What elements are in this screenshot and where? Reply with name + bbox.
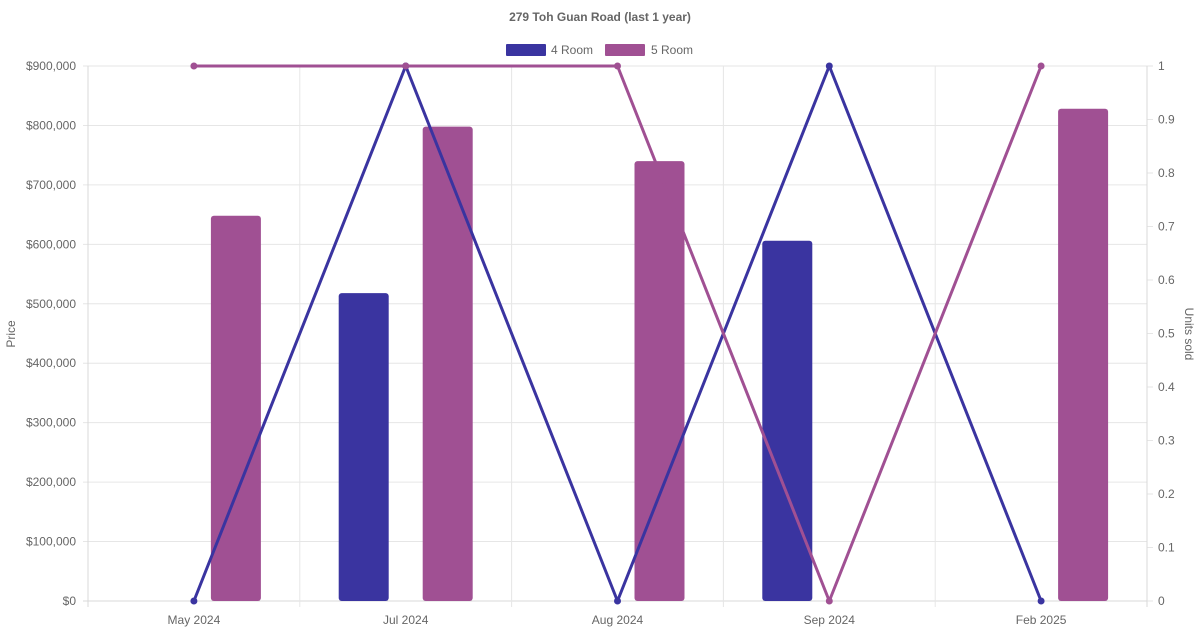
point-5-room[interactable] [402,62,410,70]
point-4-room[interactable] [1037,597,1045,605]
y-axis-right-title: Units sold [1182,308,1196,361]
y-right-tick-label: 1 [1158,59,1165,73]
y-right-tick-label: 0.9 [1158,113,1175,127]
line-series [190,62,1045,605]
x-tick-label: May 2024 [168,613,221,627]
y-right-tick-label: 0 [1158,594,1165,608]
y-right-tick-label: 0.1 [1158,541,1175,555]
y-left-tick-label: $200,000 [26,475,76,489]
y-left-tick-label: $900,000 [26,59,76,73]
y-right-tick-label: 0.3 [1158,434,1175,448]
y-right-tick-label: 0.5 [1158,327,1175,341]
bar-4-room[interactable] [762,240,813,601]
y-left-tick-label: $600,000 [26,237,76,251]
point-5-room[interactable] [614,62,621,70]
legend-label-5-room[interactable]: 5 Room [651,43,693,57]
y-right-tick-label: 0.7 [1158,220,1175,234]
legend: 4 Room 5 Room [506,43,693,57]
legend-swatch-4-room[interactable] [506,44,546,56]
y-left-tick-label: $0 [63,594,77,608]
y-right-tick-label: 0.6 [1158,273,1175,287]
x-tick-label: Aug 2024 [592,613,644,627]
y-left-tick-label: $300,000 [26,416,76,430]
point-4-room[interactable] [825,62,833,70]
line-4-room [192,64,1043,603]
y-left-tick-label: $500,000 [26,297,76,311]
y-left-tick-label: $100,000 [26,535,76,549]
y-axis-left-title: Price [4,320,18,348]
y-left-tick-label: $700,000 [26,178,76,192]
y-left-tick-label: $400,000 [26,356,76,370]
point-5-room[interactable] [825,597,833,605]
bar-series [210,108,1109,602]
y-right-tick-label: 0.8 [1158,166,1175,180]
legend-swatch-5-room[interactable] [605,44,645,56]
point-5-room[interactable] [190,62,198,70]
y-left-tick-label: $800,000 [26,118,76,132]
x-tick-label: Sep 2024 [804,613,856,627]
point-4-room[interactable] [614,597,621,605]
x-tick-label: Feb 2025 [1016,613,1067,627]
y-right-tick-label: 0.2 [1158,487,1175,501]
point-4-room[interactable] [190,597,198,605]
axes: $0 $100,000 $200,000 $300,000 $400,000 $500,0… [26,59,1175,627]
y-right-tick-label: 0.4 [1158,380,1175,394]
line-5-room [192,64,1043,603]
bar-5-room[interactable] [634,161,685,601]
bar-5-room[interactable] [210,215,261,602]
bar-5-room[interactable] [1058,108,1109,602]
bar-4-room[interactable] [338,293,389,601]
point-5-room[interactable] [1037,62,1045,70]
chart-title: 279 Toh Guan Road (last 1 year) [509,10,691,24]
legend-label-4-room[interactable]: 4 Room [551,43,593,57]
x-tick-label: Jul 2024 [383,613,429,627]
bar-5-room[interactable] [422,126,473,601]
